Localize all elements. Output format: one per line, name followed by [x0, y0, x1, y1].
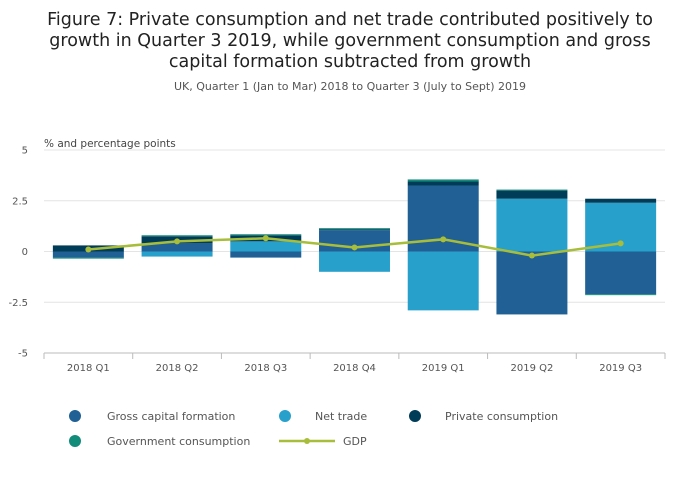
bar-gross-capital-formation [585, 251, 657, 295]
bar-net-trade [496, 198, 568, 252]
legend-label-private-consumption: Private consumption [445, 410, 558, 423]
bar-gross-capital-formation [141, 243, 213, 252]
chart-subtitle: UK, Quarter 1 (Jan to Mar) 2018 to Quart… [174, 80, 526, 93]
legend-swatch-government-consumption [69, 435, 81, 447]
x-axis-ticks: 2018 Q1 2018 Q2 2018 Q3 2018 Q4 2019 Q1 2019 … [43, 353, 666, 374]
legend-swatch-net-trade [279, 410, 291, 422]
x-tick-label: 2018 Q4 [333, 363, 376, 374]
legend-swatch-private-consumption [409, 410, 421, 422]
legend-label-net-trade: Net trade [315, 410, 367, 423]
bar-gross-capital-formation [230, 251, 302, 258]
bar-net-trade [230, 241, 302, 252]
x-tick-label: 2019 Q1 [422, 363, 465, 374]
gdp-point [262, 235, 269, 242]
gdp-point [617, 240, 624, 247]
bar-government-consumption [141, 235, 213, 237]
legend-label-gross-capital-formation: Gross capital formation [107, 410, 235, 423]
gdp-point [174, 238, 181, 245]
y-tick-label: 2.5 [12, 196, 28, 207]
gdp-point [351, 244, 358, 251]
y-tick-label: -2.5 [8, 298, 28, 309]
legend-swatch-gross-capital-formation [69, 410, 81, 422]
legend: Gross capital formation Net trade Private … [69, 410, 558, 448]
bar-gross-capital-formation [52, 251, 124, 258]
bar-private-consumption [496, 190, 568, 199]
bar-government-consumption [407, 179, 479, 182]
bar-government-consumption [585, 294, 657, 296]
legend-swatch-point [304, 438, 310, 444]
y-axis-label: % and percentage points [44, 138, 176, 150]
gdp-point [85, 246, 92, 253]
bar-gross-capital-formation [496, 251, 568, 315]
gdp-point [528, 252, 535, 259]
chart-title-line-1: Figure 7: Private consumption and net tr… [47, 10, 653, 30]
x-tick-label: 2019 Q2 [510, 363, 553, 374]
bar-net-trade [141, 251, 213, 257]
y-tick-label: 5 [22, 146, 28, 157]
bar-private-consumption [585, 198, 657, 203]
bar-government-consumption [52, 257, 124, 259]
x-tick-label: 2018 Q2 [156, 363, 199, 374]
y-tick-label: 0 [22, 247, 28, 258]
x-tick-label: 2018 Q1 [67, 363, 110, 374]
bar-net-trade [319, 251, 390, 272]
chart-title-line-3: capital formation subtracted from growth [169, 52, 531, 72]
bar-government-consumption [496, 189, 568, 191]
bar-net-trade [407, 251, 479, 311]
x-tick-label: 2018 Q3 [244, 363, 287, 374]
y-axis-ticks: 5 2.5 0 -2.5 -5 [8, 146, 28, 360]
bar-private-consumption [319, 229, 390, 231]
bar-private-consumption [407, 181, 479, 186]
chart-title-line-2: growth in Quarter 3 2019, while governme… [49, 31, 650, 51]
y-tick-label: -5 [18, 349, 28, 360]
gdp-line [85, 235, 624, 259]
legend-label-government-consumption: Government consumption [107, 435, 250, 448]
bar-government-consumption [230, 234, 302, 236]
chart-title: Figure 7: Private consumption and net tr… [47, 10, 653, 72]
x-tick-label: 2019 Q3 [599, 363, 642, 374]
gdp-point [440, 236, 447, 243]
legend-label-gdp: GDP [343, 435, 367, 448]
bar-government-consumption [319, 228, 390, 230]
